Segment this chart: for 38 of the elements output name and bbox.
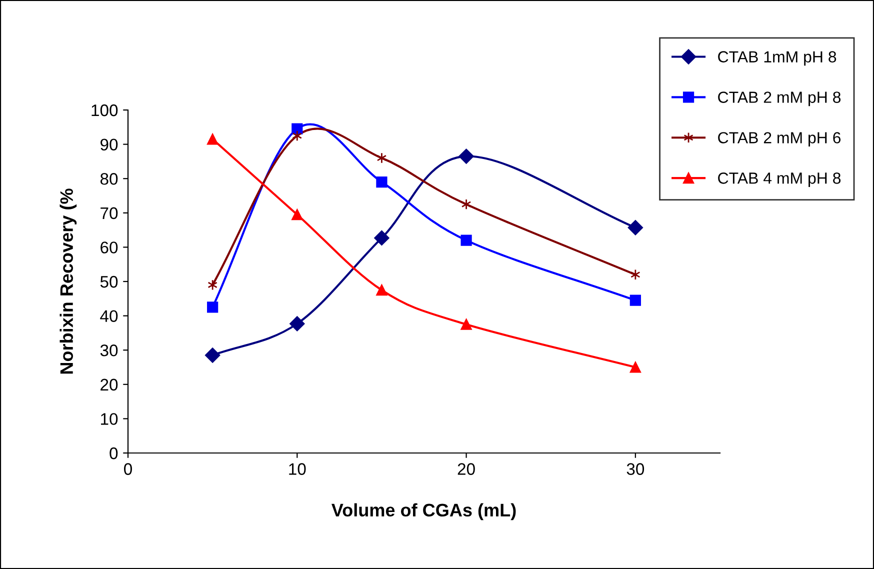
legend-label: CTAB 1mM pH 8 xyxy=(718,51,836,66)
point xyxy=(205,348,220,363)
x-tick-label: 20 xyxy=(458,463,475,475)
point xyxy=(376,176,388,188)
y-tick-label: 70 xyxy=(100,207,118,220)
y-tick-label: 30 xyxy=(100,344,118,356)
y-tick-label: 80 xyxy=(100,173,118,185)
point xyxy=(458,148,474,164)
point xyxy=(290,316,305,332)
y-tick-label: 90 xyxy=(100,138,118,151)
y-tick-label: 100 xyxy=(92,104,118,116)
y-tick-label: 10 xyxy=(101,413,118,425)
y-tick-label: 0 xyxy=(110,447,118,460)
x-tick-label: 0 xyxy=(124,463,132,475)
point xyxy=(208,279,218,290)
legend-label: CTAB 4 mM pH 8 xyxy=(718,172,841,187)
point xyxy=(628,220,643,236)
legend-label: CTAB 2 mM pH 6 xyxy=(718,132,841,147)
point xyxy=(460,234,472,246)
point xyxy=(376,152,387,164)
point xyxy=(207,134,218,145)
x-tick-label: 30 xyxy=(626,463,644,475)
point xyxy=(374,230,390,246)
y-axis-title: Norbixin Recovery (% xyxy=(60,188,77,374)
y-tick-label: 20 xyxy=(100,378,118,391)
point xyxy=(292,123,303,134)
x-tick-label: 10 xyxy=(289,463,306,475)
y-tick-label: 40 xyxy=(100,310,118,322)
point xyxy=(376,284,388,296)
x-axis-title: Volume of CGAs (mL) xyxy=(332,503,516,520)
point xyxy=(207,302,218,313)
point xyxy=(630,294,641,306)
point xyxy=(292,209,303,220)
point xyxy=(460,318,472,330)
legend-label: CTAB 2 mM pH 8 xyxy=(718,92,841,106)
y-tick-label: 60 xyxy=(100,242,118,254)
y-tick-label: 50 xyxy=(100,276,118,288)
point xyxy=(630,362,641,373)
